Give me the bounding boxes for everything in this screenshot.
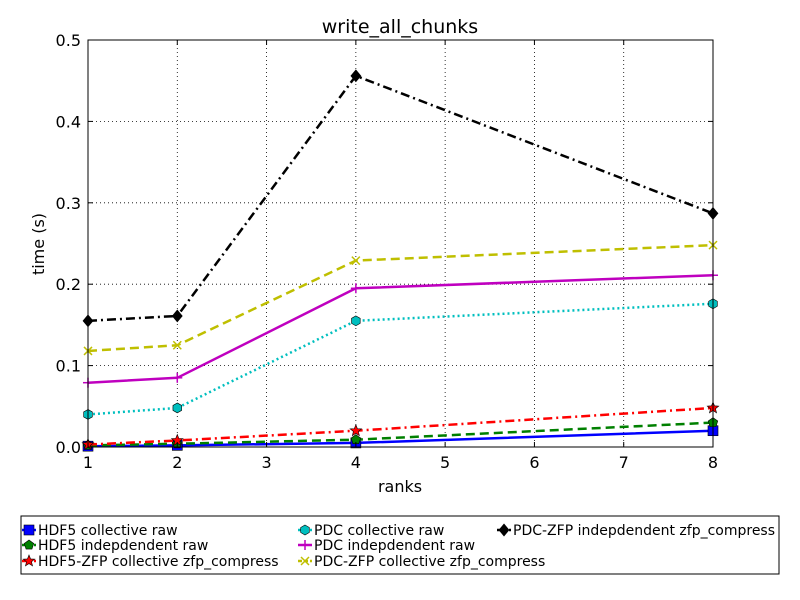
series-line bbox=[87, 74, 714, 323]
series-7 bbox=[82, 69, 719, 328]
data-point bbox=[350, 69, 362, 83]
chart-title: write_all_chunks bbox=[322, 16, 478, 38]
legend-entry: HDF5-ZFP collective zfp_compress bbox=[22, 554, 279, 570]
legend-entry: PDC indepdendent raw bbox=[298, 538, 475, 554]
x-tick-label: 5 bbox=[440, 453, 450, 472]
legend-label: PDC-ZFP indepdendent zfp_compress bbox=[513, 523, 775, 539]
y-tick-label: 0.5 bbox=[56, 31, 81, 50]
x-tick-label: 3 bbox=[261, 453, 271, 472]
legend-entry: PDC-ZFP indepdendent zfp_compress bbox=[497, 523, 775, 539]
data-point bbox=[171, 309, 183, 323]
legend-entry: PDC collective raw bbox=[298, 523, 444, 539]
legend-label: HDF5 collective raw bbox=[38, 523, 178, 539]
y-tick-label: 0.0 bbox=[56, 438, 81, 457]
legend-marker bbox=[23, 524, 35, 536]
data-point bbox=[172, 372, 183, 383]
x-tick-label: 1 bbox=[83, 453, 93, 472]
series-6 bbox=[83, 240, 718, 356]
gridlines bbox=[88, 40, 713, 447]
legend-label: HDF5 indepdendent raw bbox=[38, 538, 208, 554]
data-point bbox=[350, 283, 361, 294]
x-axis-title: ranks bbox=[378, 477, 422, 496]
data-point bbox=[349, 423, 363, 437]
legend-label: PDC-ZFP collective zfp_compress bbox=[314, 554, 545, 570]
series-4 bbox=[83, 298, 718, 420]
legend-label: PDC collective raw bbox=[314, 523, 444, 539]
legend-entry: HDF5 collective raw bbox=[22, 523, 178, 539]
plot-frame bbox=[87, 39, 714, 448]
x-tick-label: 6 bbox=[529, 453, 539, 472]
series-line bbox=[87, 421, 714, 447]
legend-marker bbox=[22, 554, 36, 567]
series-line bbox=[87, 302, 714, 416]
series-line bbox=[87, 406, 714, 446]
legend-label: PDC indepdendent raw bbox=[314, 538, 475, 554]
y-tick-label: 0.4 bbox=[56, 112, 81, 131]
series-line bbox=[87, 243, 714, 353]
legend-label: HDF5-ZFP collective zfp_compress bbox=[38, 554, 279, 570]
legend-entry: PDC-ZFP collective zfp_compress bbox=[298, 554, 545, 570]
data-point bbox=[351, 315, 361, 327]
x-tick-label: 7 bbox=[619, 453, 629, 472]
legend-marker bbox=[300, 524, 310, 536]
y-axis-title: time (s) bbox=[29, 213, 48, 275]
axis-ticks: 1 2 3 4 5 6 7 8 0.0 0.1 0.2 0.3 0.4 0.5 bbox=[56, 31, 719, 472]
legend-marker bbox=[498, 523, 510, 537]
data-point bbox=[172, 340, 182, 350]
y-tick-label: 0.3 bbox=[56, 194, 81, 213]
x-tick-label: 4 bbox=[351, 453, 361, 472]
x-tick-label: 2 bbox=[172, 453, 182, 472]
legend-marker bbox=[23, 539, 35, 550]
legend-marker bbox=[300, 540, 310, 550]
x-tick-label: 8 bbox=[708, 453, 718, 472]
series-5 bbox=[83, 270, 718, 388]
data-point bbox=[172, 402, 182, 414]
y-tick-label: 0.1 bbox=[56, 357, 81, 376]
series-line bbox=[87, 274, 714, 384]
legend-marker bbox=[300, 556, 310, 566]
legend bbox=[20, 515, 780, 575]
y-tick-label: 0.2 bbox=[56, 275, 81, 294]
data-point bbox=[351, 256, 361, 266]
legend-entry: HDF5 indepdendent raw bbox=[22, 538, 208, 554]
series-layer bbox=[81, 69, 720, 452]
